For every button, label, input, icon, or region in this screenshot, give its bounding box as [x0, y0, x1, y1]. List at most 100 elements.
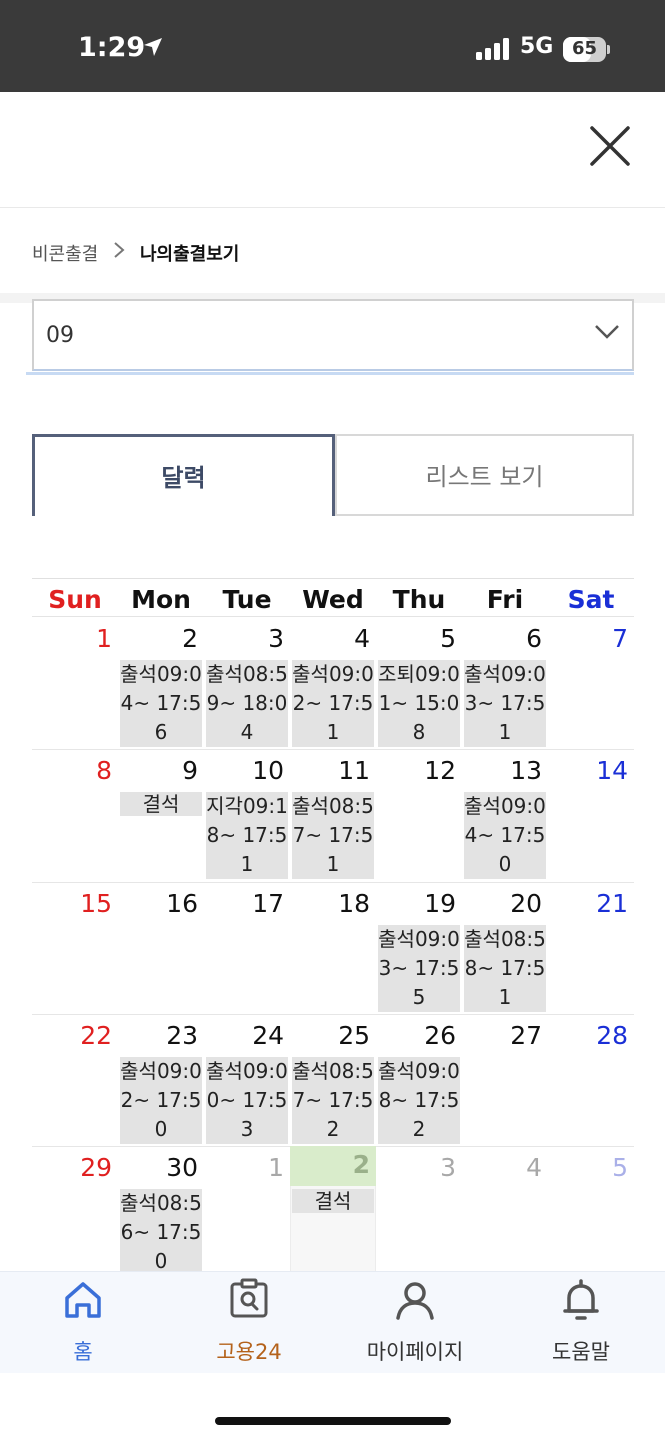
breadcrumb-parent[interactable]: 비콘출결: [32, 244, 99, 265]
close-icon[interactable]: [588, 124, 632, 168]
calendar-day[interactable]: 18: [338, 889, 370, 918]
attendance-record[interactable]: 결석: [120, 792, 202, 816]
weekday-mon: Mon: [131, 585, 191, 614]
search-document-icon: [230, 1278, 268, 1318]
calendar-day[interactable]: 11: [338, 756, 370, 785]
attendance-record[interactable]: 출석08:58~ 17:51: [464, 925, 546, 1012]
home-icon: [65, 1282, 101, 1318]
nav-help[interactable]: [521, 1278, 641, 1326]
attendance-record[interactable]: 출석09:03~ 17:51: [464, 660, 546, 747]
chevron-down-icon: [595, 325, 619, 339]
attendance-record[interactable]: 출석09:00~ 17:53: [206, 1057, 288, 1144]
weekday-thu: Thu: [392, 585, 446, 614]
calendar-day[interactable]: 3: [440, 1153, 456, 1182]
calendar-day[interactable]: 21: [596, 889, 628, 918]
month-select-focus-line: [26, 372, 634, 375]
calendar-day[interactable]: 30: [166, 1153, 198, 1182]
attendance-record[interactable]: 출석09:08~ 17:52: [378, 1057, 460, 1144]
attendance-record[interactable]: 출석09:02~ 17:50: [120, 1057, 202, 1144]
battery-level: [563, 37, 591, 62]
tab-list-view[interactable]: 리스트 보기: [335, 434, 634, 516]
calendar-day[interactable]: 15: [80, 889, 112, 918]
weekday-sun: Sun: [48, 585, 102, 614]
home-indicator-area: [0, 1373, 665, 1440]
calendar-day[interactable]: 3: [268, 624, 284, 653]
nav-mypage[interactable]: [355, 1278, 475, 1326]
calendar-day[interactable]: 12: [424, 756, 456, 785]
tab-calendar[interactable]: 달력: [32, 434, 335, 516]
home-indicator[interactable]: [215, 1417, 451, 1425]
calendar-day[interactable]: 6: [526, 624, 542, 653]
calendar-day[interactable]: 10: [252, 756, 284, 785]
calendar-day[interactable]: 1: [268, 1153, 284, 1182]
bottom-navigation: [0, 1271, 665, 1373]
calendar-day[interactable]: 8: [96, 756, 112, 785]
calendar-header-top-line: [32, 578, 634, 579]
week-divider: [32, 882, 634, 883]
calendar-day[interactable]: 14: [596, 756, 628, 785]
calendar-day[interactable]: 2: [290, 1146, 376, 1186]
calendar-day[interactable]: 13: [510, 756, 542, 785]
weekday-tue: Tue: [222, 585, 272, 614]
calendar-day[interactable]: 5: [440, 624, 456, 653]
calendar-day[interactable]: 2: [182, 624, 198, 653]
battery-tip: [607, 45, 610, 54]
status-time: 1:29: [78, 32, 146, 63]
weekday-sat: Sat: [567, 585, 615, 614]
attendance-record[interactable]: 출석08:57~ 17:51: [292, 792, 374, 879]
status-bar: 1:29 5G 65: [0, 0, 665, 92]
nav-goyong24-label[interactable]: 고용24: [216, 1340, 282, 1364]
calendar-day[interactable]: 23: [166, 1021, 198, 1050]
content-divider: [0, 293, 665, 303]
top-header: [0, 92, 665, 208]
attendance-record[interactable]: 출석09:02~ 17:51: [292, 660, 374, 747]
calendar-day[interactable]: 19: [424, 889, 456, 918]
calendar-day[interactable]: 24: [252, 1021, 284, 1050]
month-select[interactable]: 09: [32, 299, 634, 371]
week-divider: [32, 1014, 634, 1015]
calendar-day[interactable]: 26: [424, 1021, 456, 1050]
calendar-day[interactable]: 22: [80, 1021, 112, 1050]
calendar-day[interactable]: 4: [526, 1153, 542, 1182]
attendance-record[interactable]: 출석08:56~ 17:50: [120, 1189, 202, 1271]
attendance-record[interactable]: 지각09:18~ 17:51: [206, 792, 288, 879]
calendar-day[interactable]: 16: [166, 889, 198, 918]
attendance-record[interactable]: 출석09:03~ 17:55: [378, 925, 460, 1012]
nav-home[interactable]: [23, 1278, 143, 1326]
chevron-right-icon: [114, 242, 125, 258]
attendance-record[interactable]: 조퇴09:01~ 15:08: [378, 660, 460, 747]
calendar-header-bottom-line: [32, 616, 634, 617]
calendar-day[interactable]: 7: [612, 624, 628, 653]
calendar-day[interactable]: 5: [612, 1153, 628, 1182]
signal-bars-icon: [476, 38, 509, 60]
network-type: 5G: [520, 34, 554, 59]
nav-home-label[interactable]: 홈: [73, 1340, 93, 1364]
weekday-wed: Wed: [302, 585, 364, 614]
nav-mypage-label[interactable]: 마이페이지: [366, 1340, 464, 1364]
calendar-day[interactable]: 25: [338, 1021, 370, 1050]
attendance-record[interactable]: 출석09:04~ 17:56: [120, 660, 202, 747]
month-select-value: 09: [46, 323, 74, 348]
calendar-day[interactable]: 9: [182, 756, 198, 785]
battery-percent: 65: [571, 38, 598, 59]
week-divider: [32, 749, 634, 750]
attendance-record[interactable]: 출석09:04~ 17:50: [464, 792, 546, 879]
breadcrumb-current: 나의출결보기: [140, 244, 240, 265]
attendance-record[interactable]: 결석: [292, 1189, 374, 1213]
calendar-day[interactable]: 4: [354, 624, 370, 653]
calendar-day[interactable]: 28: [596, 1021, 628, 1050]
person-icon: [396, 1282, 434, 1320]
battery-icon: 65: [563, 37, 606, 62]
nav-goyong24[interactable]: [189, 1278, 309, 1326]
calendar-day[interactable]: 27: [510, 1021, 542, 1050]
attendance-record[interactable]: 출석08:59~ 18:04: [206, 660, 288, 747]
calendar-day[interactable]: 20: [510, 889, 542, 918]
breadcrumb: [0, 209, 665, 293]
calendar-day[interactable]: 17: [252, 889, 284, 918]
weekday-fri: Fri: [486, 585, 524, 614]
location-arrow-icon: [144, 38, 162, 56]
calendar-day[interactable]: 29: [80, 1153, 112, 1182]
calendar-day[interactable]: 1: [96, 624, 112, 653]
nav-help-label[interactable]: 도움말: [552, 1340, 610, 1364]
attendance-record[interactable]: 출석08:57~ 17:52: [292, 1057, 374, 1144]
